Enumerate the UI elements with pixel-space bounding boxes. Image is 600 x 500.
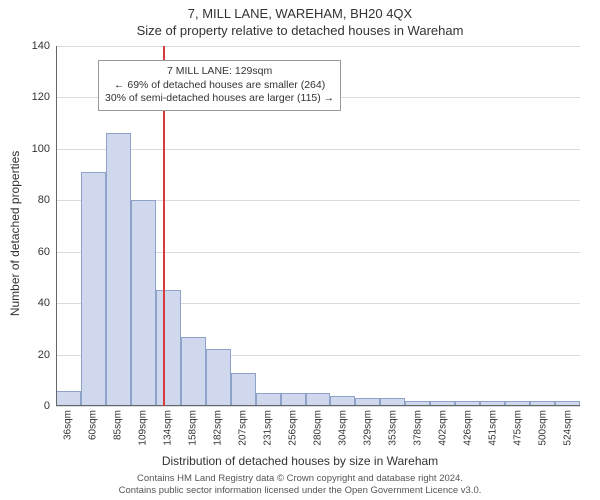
bar [281, 393, 306, 406]
bar [206, 349, 231, 406]
x-tick-label: 60sqm [88, 410, 99, 440]
x-tick-label: 207sqm [238, 410, 249, 446]
bar-slot: 36sqm [56, 46, 81, 406]
y-tick-label: 20 [38, 349, 50, 361]
annotation-line: 30% of semi-detached houses are larger (… [105, 92, 334, 106]
bar [555, 401, 580, 406]
bar [131, 200, 156, 406]
bar [231, 373, 256, 406]
bar-slot: 402sqm [430, 46, 455, 406]
chart-footnote: Contains HM Land Registry data © Crown c… [0, 473, 600, 496]
bar [530, 401, 555, 406]
x-tick-label: 182sqm [213, 410, 224, 446]
x-tick-label: 500sqm [537, 410, 548, 446]
x-tick-label: 158sqm [188, 410, 199, 446]
bar-slot: 378sqm [405, 46, 430, 406]
bar [156, 290, 181, 406]
y-tick-label: 0 [44, 400, 50, 412]
y-tick-label: 100 [32, 143, 50, 155]
bar [380, 398, 405, 406]
bar [256, 393, 281, 406]
bar [56, 391, 81, 406]
bar-slot: 329sqm [355, 46, 380, 406]
grid-line [56, 406, 580, 407]
x-tick-label: 378sqm [412, 410, 423, 446]
y-axis-label: Number of detached properties [8, 151, 22, 316]
bar [480, 401, 505, 406]
bar [306, 393, 331, 406]
x-tick-label: 134sqm [163, 410, 174, 446]
x-tick-label: 426sqm [462, 410, 473, 446]
x-tick-label: 451sqm [487, 410, 498, 446]
x-tick-label: 329sqm [362, 410, 373, 446]
bar-slot: 451sqm [480, 46, 505, 406]
x-tick-label: 280sqm [313, 410, 324, 446]
x-tick-label: 109sqm [138, 410, 149, 446]
x-tick-label: 524sqm [562, 410, 573, 446]
x-axis-label: Distribution of detached houses by size … [0, 454, 600, 468]
bar [505, 401, 530, 406]
x-tick-label: 304sqm [337, 410, 348, 446]
footnote-line-2: Contains public sector information licen… [0, 485, 600, 496]
x-tick-label: 85sqm [113, 410, 124, 440]
y-tick-label: 120 [32, 91, 50, 103]
annotation-box: 7 MILL LANE: 129sqm← 69% of detached hou… [98, 60, 341, 111]
bar-slot: 500sqm [530, 46, 555, 406]
footnote-line-1: Contains HM Land Registry data © Crown c… [0, 473, 600, 484]
x-tick-label: 353sqm [387, 410, 398, 446]
bar-slot: 426sqm [455, 46, 480, 406]
y-tick-label: 140 [32, 40, 50, 52]
bar-slot: 475sqm [505, 46, 530, 406]
y-tick-label: 80 [38, 194, 50, 206]
chart-title-address: 7, MILL LANE, WAREHAM, BH20 4QX [0, 0, 600, 21]
chart-title-description: Size of property relative to detached ho… [0, 23, 600, 38]
bar [330, 396, 355, 406]
annotation-line: ← 69% of detached houses are smaller (26… [105, 79, 334, 93]
bar [430, 401, 455, 406]
bar [106, 133, 131, 406]
annotation-line: 7 MILL LANE: 129sqm [105, 65, 334, 79]
x-tick-label: 256sqm [288, 410, 299, 446]
bar [455, 401, 480, 406]
x-tick-label: 231sqm [263, 410, 274, 446]
x-tick-label: 475sqm [512, 410, 523, 446]
x-tick-label: 36sqm [63, 410, 74, 440]
y-tick-label: 60 [38, 246, 50, 258]
bar [405, 401, 430, 406]
bar [181, 337, 206, 406]
y-tick-label: 40 [38, 297, 50, 309]
x-tick-label: 402sqm [437, 410, 448, 446]
property-size-chart: 7, MILL LANE, WAREHAM, BH20 4QX Size of … [0, 0, 600, 500]
plot-area: 36sqm60sqm85sqm109sqm134sqm158sqm182sqm2… [56, 46, 580, 406]
bar-slot: 524sqm [555, 46, 580, 406]
bar-slot: 353sqm [380, 46, 405, 406]
bar [355, 398, 380, 406]
bar [81, 172, 106, 406]
